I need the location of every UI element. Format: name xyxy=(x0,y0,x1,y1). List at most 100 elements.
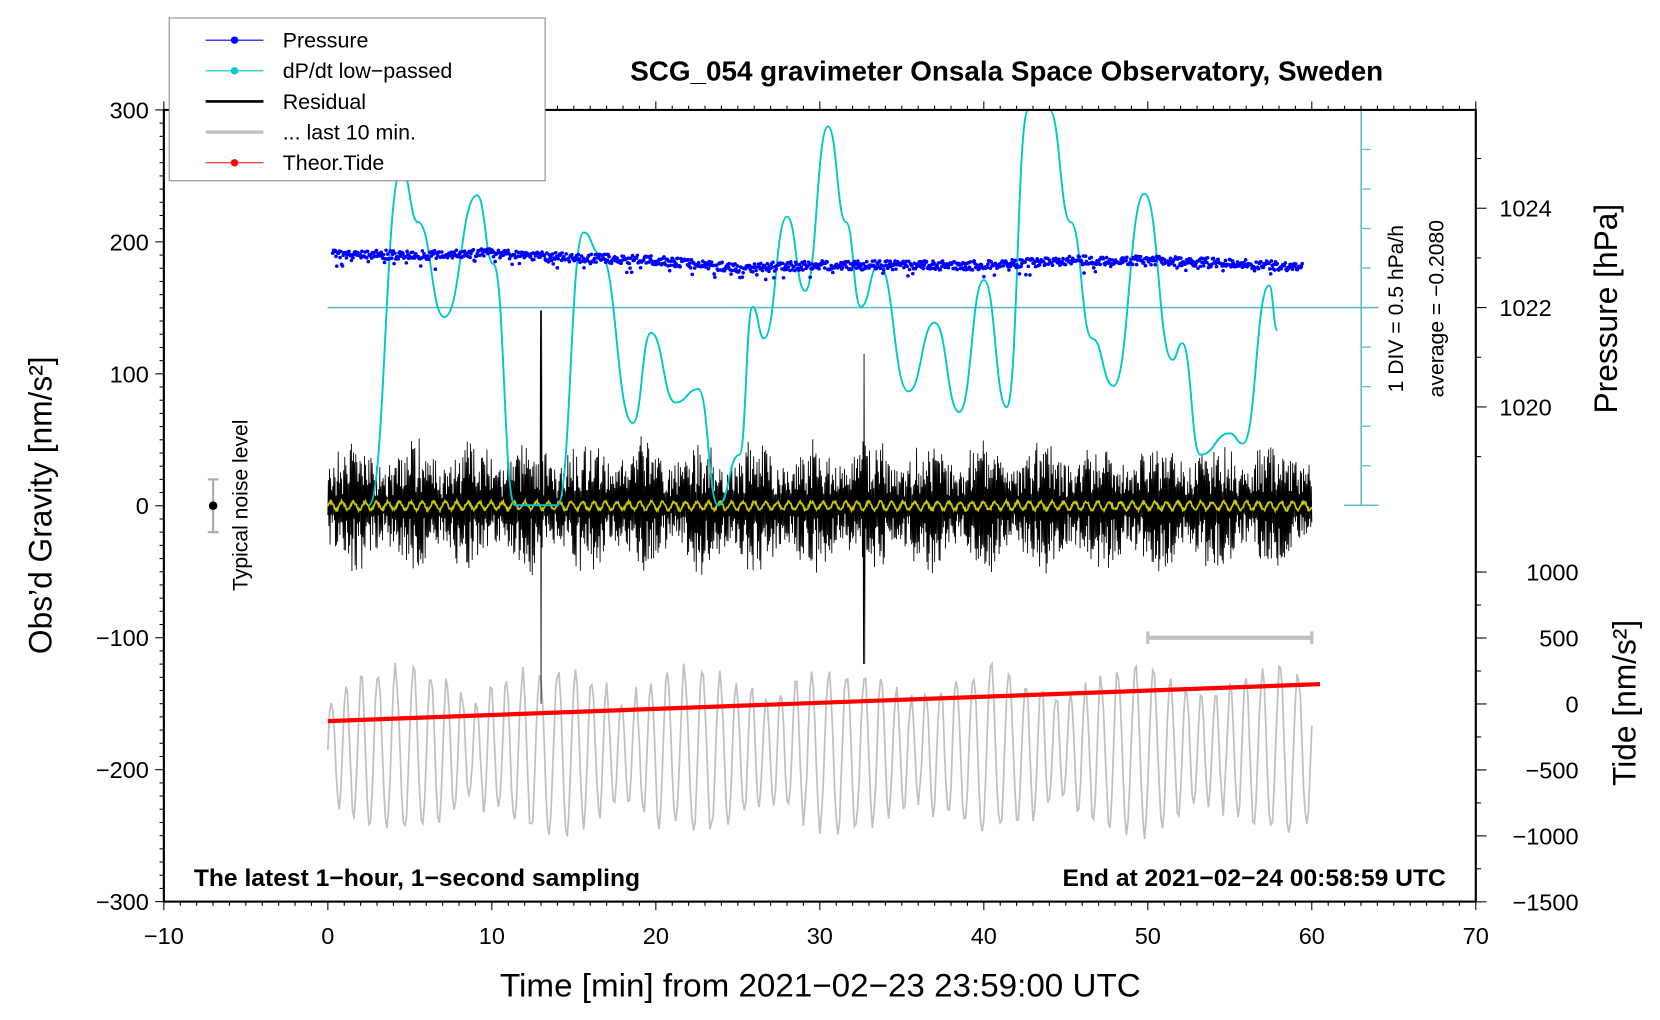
pressure-point xyxy=(1290,267,1295,272)
pressure-point xyxy=(1275,261,1279,266)
pressure-point xyxy=(844,265,849,270)
pressure-point xyxy=(1205,260,1209,265)
pressure-point xyxy=(986,262,990,266)
pressure-point xyxy=(635,253,640,258)
pressure-point xyxy=(890,267,895,272)
pressure-point xyxy=(678,264,682,269)
pressure-point xyxy=(572,258,577,263)
pressure-point xyxy=(687,261,692,265)
pressure-point xyxy=(585,257,590,262)
residual-smoothed-series xyxy=(327,497,1313,514)
pressure-point xyxy=(921,266,926,271)
pressure-point xyxy=(440,250,444,254)
pressure-point xyxy=(970,268,975,272)
pressure-point xyxy=(517,261,522,266)
pressure-point xyxy=(671,257,675,261)
pressure-point xyxy=(507,256,512,261)
pressure-point xyxy=(825,260,830,264)
pressure-point xyxy=(546,260,551,264)
pressure-point xyxy=(781,275,786,280)
pressure-point xyxy=(634,256,639,261)
pressure-point xyxy=(910,264,914,268)
pressure-point xyxy=(1175,266,1179,270)
pressure-point xyxy=(770,265,775,270)
pressure-point xyxy=(802,259,807,264)
pressure-point xyxy=(1211,256,1216,261)
pressure-point xyxy=(589,252,594,257)
pressure-point xyxy=(905,264,909,269)
div-annotation: 1 DIV = 0.5 hPa/h xyxy=(1384,225,1408,392)
pressure-point xyxy=(674,262,678,266)
pressure-point xyxy=(1293,262,1298,266)
pressure-point xyxy=(830,270,835,275)
pressure-point xyxy=(878,266,883,271)
pressure-point xyxy=(518,254,522,259)
pressure-point xyxy=(1024,272,1028,277)
pressure-point xyxy=(1299,264,1304,269)
pressure-point xyxy=(641,258,646,262)
x-tick-label: 70 xyxy=(1463,923,1489,949)
pressure-point xyxy=(1243,258,1248,262)
pressure-point xyxy=(767,269,771,274)
pressure-point xyxy=(1261,265,1266,270)
pressure-point xyxy=(1254,260,1258,264)
pressure-point xyxy=(542,253,547,258)
legend-marker xyxy=(230,159,239,167)
pressure-point xyxy=(379,250,384,255)
pressure-point xyxy=(1030,257,1035,261)
tide-tick-label: 1000 xyxy=(1526,560,1578,586)
pressure-point xyxy=(729,272,733,276)
pressure-point xyxy=(420,249,425,253)
x-axis-label: Time [min] from 2021−02−23 23:59:00 UTC xyxy=(500,967,1141,1004)
legend-marker xyxy=(230,67,239,75)
pressure-point xyxy=(688,266,693,270)
pressure-point xyxy=(1268,267,1272,271)
pressure-point xyxy=(365,249,370,254)
pressure-point xyxy=(859,264,863,268)
pressure-point xyxy=(1201,264,1206,268)
pressure-point xyxy=(808,275,813,280)
pressure-point xyxy=(410,250,415,255)
pressure-point xyxy=(1050,263,1055,268)
pressure-point xyxy=(468,255,472,260)
pressure-point xyxy=(906,274,910,278)
pressure-point xyxy=(627,261,632,266)
pressure-point xyxy=(1098,262,1103,267)
tide-tick-label: −1000 xyxy=(1512,823,1578,849)
pressure-point xyxy=(1069,261,1074,266)
legend-label: Theor.Tide xyxy=(283,151,385,175)
pressure-point xyxy=(1001,264,1006,268)
pressure-point xyxy=(1138,254,1143,259)
pressure-point xyxy=(471,247,476,252)
tide-tick-label: 500 xyxy=(1539,626,1578,652)
pressure-point xyxy=(752,262,757,266)
pressure-point xyxy=(1149,262,1153,267)
pressure-point xyxy=(344,256,349,260)
pressure-point xyxy=(1077,254,1082,259)
pressure-point xyxy=(418,264,423,268)
pressure-point xyxy=(1063,262,1068,267)
pressure-point xyxy=(405,249,409,254)
pressure-point xyxy=(799,265,804,269)
pressure-point xyxy=(532,257,536,262)
pressure-point xyxy=(1093,269,1098,274)
pressure-point xyxy=(1082,271,1086,275)
pressure-point xyxy=(374,248,379,253)
pressure-point xyxy=(690,272,695,277)
pressure-point xyxy=(856,259,860,263)
pressure-point xyxy=(881,268,886,272)
x-tick-label: 10 xyxy=(479,923,505,949)
pressure-point xyxy=(941,261,946,266)
pressure-point xyxy=(838,263,842,268)
pressure-point xyxy=(339,249,343,254)
pressure-point xyxy=(1017,272,1022,276)
y-axis-label-tide: Tide [nm/s²] xyxy=(1606,620,1642,786)
pressure-point xyxy=(720,260,724,265)
pressure-point xyxy=(510,262,514,267)
pressure-point xyxy=(922,263,926,268)
pressure-point xyxy=(972,259,976,263)
pressure-point xyxy=(1146,260,1151,264)
pressure-point xyxy=(1168,256,1173,261)
pressure-point xyxy=(396,257,401,261)
